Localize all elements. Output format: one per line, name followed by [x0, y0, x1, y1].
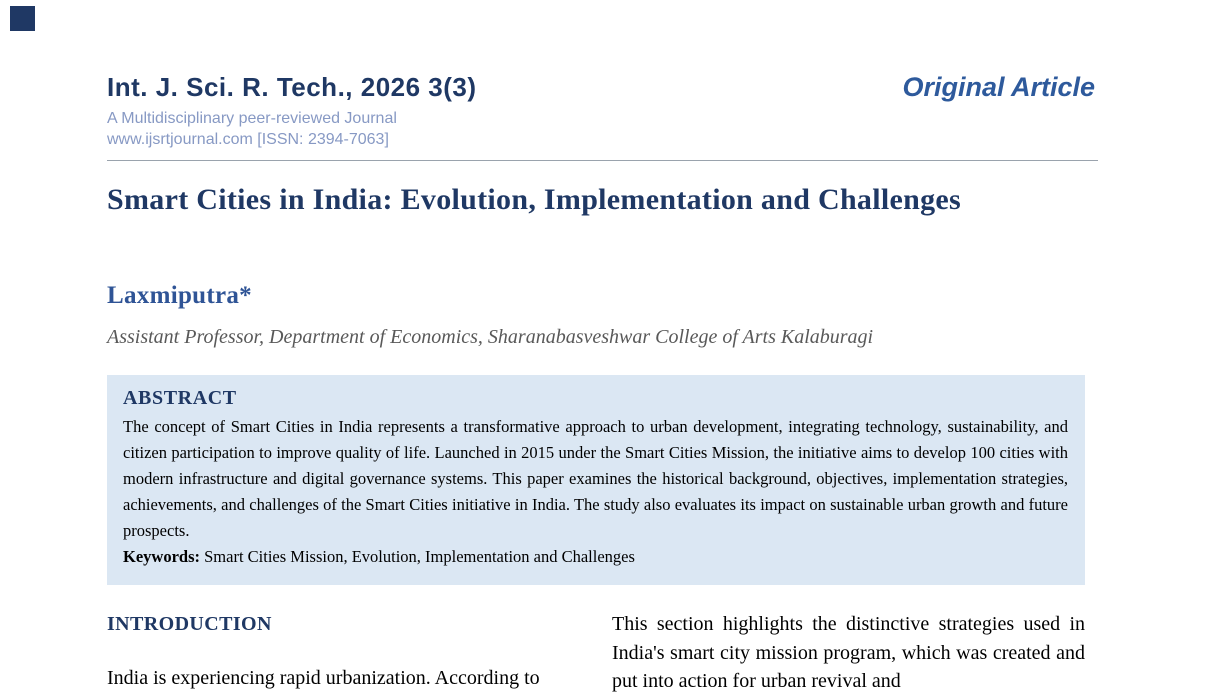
author-name: Laxmiputra* [107, 282, 252, 309]
right-column: This section highlights the distinctive … [612, 610, 1085, 695]
abstract-heading: ABSTRACT [123, 387, 237, 409]
abstract-body-text: The concept of Smart Cities in India rep… [123, 417, 1068, 540]
corner-accent-square [10, 6, 35, 31]
article-type-label: Original Article [902, 72, 1095, 102]
author-affiliation: Assistant Professor, Department of Econo… [107, 326, 874, 348]
right-column-paragraph: This section highlights the distinctive … [612, 613, 1085, 692]
header-divider [107, 160, 1098, 161]
journal-header: Int. J. Sci. R. Tech., 2026 3(3) A Multi… [107, 72, 477, 149]
journal-title: Int. J. Sci. R. Tech., 2026 3(3) [107, 72, 477, 102]
keywords-label: Keywords: [123, 547, 200, 566]
journal-subtitle: A Multidisciplinary peer-reviewed Journa… [107, 110, 397, 127]
left-column: INTRODUCTION India is experiencing rapid… [107, 612, 581, 693]
keywords-text: Smart Cities Mission, Evolution, Impleme… [204, 547, 635, 566]
journal-url-issn: www.ijsrtjournal.com [ISSN: 2394-7063] [107, 131, 389, 148]
keywords-line: Keywords: Smart Cities Mission, Evolutio… [123, 544, 1068, 570]
paper-title: Smart Cities in India: Evolution, Implem… [107, 183, 961, 216]
introduction-heading: INTRODUCTION [107, 613, 272, 635]
abstract-box: ABSTRACT The concept of Smart Cities in … [107, 375, 1085, 585]
introduction-paragraph: India is experiencing rapid urbanization… [107, 667, 540, 689]
